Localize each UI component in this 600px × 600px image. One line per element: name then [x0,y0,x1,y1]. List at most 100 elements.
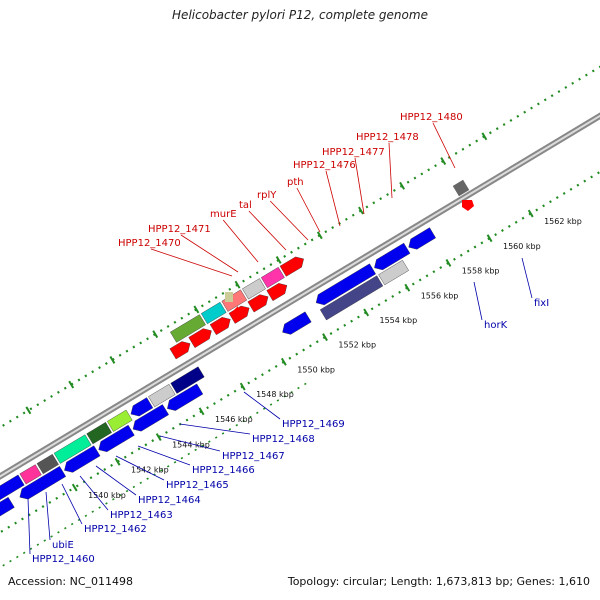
gene-feature [188,328,212,348]
label-leader-line [115,455,165,481]
gene-feature [148,383,176,408]
gene-label-hpp12_1470: HPP12_1470 [118,238,181,249]
gene-feature [86,422,112,445]
gene-feature [242,278,266,300]
kbp-tick-mark [109,355,116,364]
label-leader-line [248,210,287,251]
kbp-tick-label: 1560 kbp [503,242,541,251]
gene-feature [107,409,133,432]
kbp-tick-label: 1556 kbp [421,291,459,300]
kbp-tick-mark [363,308,370,317]
backbone-highlight [0,114,600,478]
label-leader-line [137,445,191,466]
outer-dot-ring [0,65,600,429]
label-leader-line [79,475,109,511]
gene-label-hpp12_1466: HPP12_1466 [192,465,255,476]
gene-label-hpp12_1480: HPP12_1480 [400,112,463,123]
gene-label-hpp12_1471: HPP12_1471 [148,224,211,235]
kbp-tick-mark [316,231,323,240]
gene-feature [130,397,154,417]
gene-feature [279,256,304,277]
gene-feature [0,496,15,517]
gene-feature [378,259,409,286]
accession-text: Accession: NC_011498 [8,575,134,588]
gene-label-ubie: ubiE [52,540,74,551]
kbp-tick-label: 1552 kbp [338,341,376,350]
gene-label-hpp12_1476: HPP12_1476 [293,160,356,171]
gene-label-rply: rplY [257,190,277,201]
label-leader-line [95,465,137,496]
kbp-tick-mark [25,406,32,415]
gene-feature [36,454,59,475]
gene-label-hpp12_1468: HPP12_1468 [252,434,315,445]
kbp-tick-label: 1546 kbp [215,415,253,424]
gene-feature [167,383,204,411]
kbp-tick-mark [322,333,328,342]
kbp-tick-mark [239,382,246,391]
label-leader-line [45,491,51,541]
gene-feature [282,311,312,335]
gene-feature [0,474,25,501]
kbp-tick-mark [280,357,287,366]
gene-label-hpp12_1463: HPP12_1463 [110,510,173,521]
gene-label-tal: tal [239,200,252,211]
gene-label-hork: horK [484,320,508,331]
genome-backbone [0,112,600,480]
gene-feature [132,404,169,432]
gene-feature [462,200,474,211]
gene-label-hpp12_1465: HPP12_1465 [166,480,229,491]
gene-feature [452,179,470,197]
label-leader-line [159,435,221,452]
topology-text: Topology: circular; Length: 1,673,813 bp… [287,575,590,588]
label-leader-line [269,200,309,241]
kbp-tick-label: 1540 kbp [88,491,126,500]
gene-feature [209,317,231,336]
kbp-ticks: 1540 kbp 1542 kbp 1544 kbp 1546 kbp 1548 kbp… [25,132,582,500]
gene-feature [64,445,101,473]
gene-feature [247,294,269,313]
kbp-tick-mark [155,433,162,441]
gene-feature [266,283,288,302]
gene-label-hpp12_1478: HPP12_1478 [356,132,419,143]
kbp-tick-label: 1544 kbp [172,441,210,450]
kbp-tick-mark [527,209,534,218]
gene-label-hpp12_1469: HPP12_1469 [282,419,345,430]
label-leader-line [432,122,456,169]
kbp-tick-label: 1542 kbp [131,465,169,474]
label-leader-line [222,219,259,263]
gene-label-hpp12_1464: HPP12_1464 [138,495,201,506]
gene-feature [53,434,92,464]
inner-dot-ring [0,170,600,534]
gene-feature [19,466,67,500]
gene-feature [200,301,227,325]
gene-features [0,179,474,517]
kbp-tick-mark [399,181,406,190]
kbp-tick-mark [486,234,493,243]
label-leader-line [243,391,281,420]
gene-feature [98,424,135,453]
kbp-tick-mark [275,256,282,264]
gene-feature [170,314,206,343]
label-leader-line [150,248,233,277]
label-leader-line [27,497,31,555]
gene-feature [19,464,42,485]
gene-label-hpp12_1460: HPP12_1460 [32,554,95,565]
gene-feature [169,341,191,360]
kbp-tick-mark [68,380,75,389]
gene-feature [260,266,285,289]
kbp-tick-mark [404,283,411,292]
gene-label-fixi: fixI [534,298,549,309]
kbp-tick-mark [445,259,452,267]
kbp-tick-mark [234,280,241,289]
kbp-tick-label: 1562 kbp [544,217,582,226]
label-leader-line [388,142,393,199]
gene-feature [221,289,248,312]
label-leader-line [521,257,533,299]
gene-feature [315,263,376,306]
gene-feature [319,275,384,321]
gene-feature [170,366,205,394]
kbp-tick-mark [152,330,159,339]
map-title: Helicobacter pylori P12, complete genome [172,8,428,22]
